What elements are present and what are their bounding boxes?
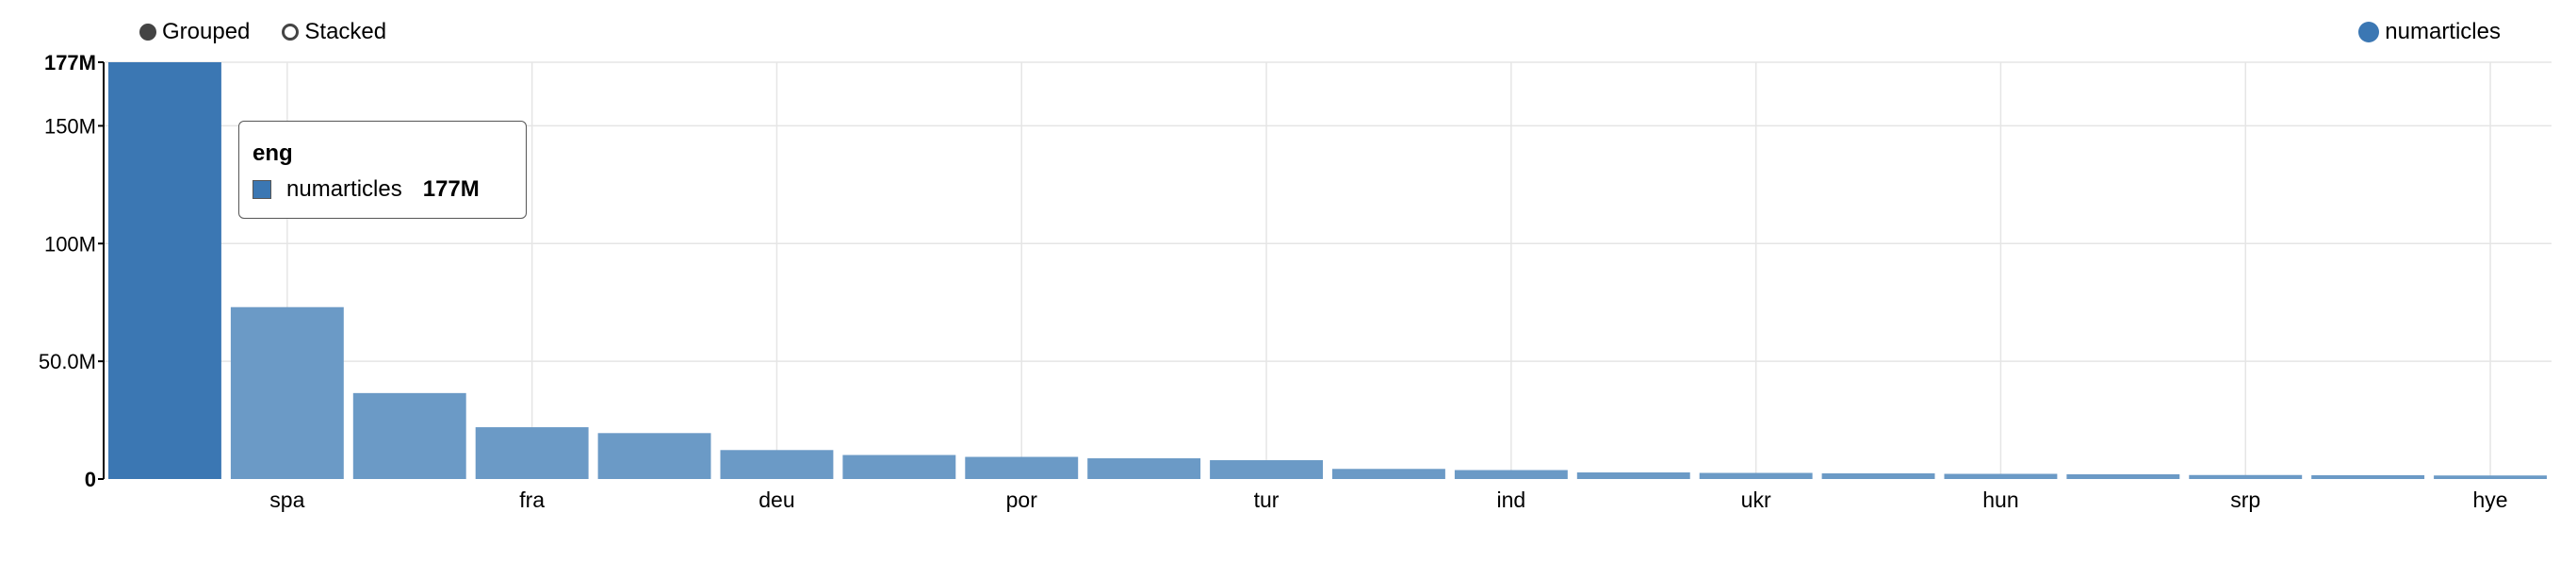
x-tick-label-tur: tur <box>1254 488 1280 512</box>
bar-spa[interactable] <box>230 306 344 479</box>
y-tick-label: 150M <box>44 114 96 138</box>
grouped-radio-icon[interactable] <box>139 24 156 41</box>
tooltip-swatch-icon <box>253 180 271 199</box>
x-axis-ticks: spa fra deu por tur ind ukr hun srp hye <box>269 488 2507 512</box>
bar-ind[interactable] <box>1454 470 1568 479</box>
x-tick-label-spa: spa <box>269 488 304 512</box>
stacked-radio-icon[interactable] <box>282 24 300 41</box>
stacked-option[interactable]: Stacked <box>282 19 386 45</box>
x-tick-label-fra: fra <box>519 488 545 512</box>
bar-srp[interactable] <box>2189 474 2303 479</box>
tooltip-row: numarticles 177M <box>253 176 513 203</box>
grouped-option[interactable]: Grouped <box>139 19 250 45</box>
y-tick-label: 50.0M <box>39 350 96 373</box>
y-tick-label: 100M <box>44 232 96 256</box>
x-tick-label-hun: hun <box>1982 488 2018 512</box>
bar-index-18[interactable] <box>2311 475 2425 479</box>
y-tick-label: 177M <box>44 51 96 74</box>
bar-index-6[interactable] <box>842 455 956 479</box>
bar-deu[interactable] <box>720 450 834 479</box>
x-tick-label-deu: deu <box>758 488 794 512</box>
y-tick-label: 0 <box>85 468 96 491</box>
x-tick-label-srp: srp <box>2230 488 2260 512</box>
tooltip-series: numarticles <box>286 176 402 202</box>
legend-item-numarticles[interactable]: numarticles <box>2358 19 2501 45</box>
y-axis-ticks: 0 50.0M 100M 150M 177M <box>39 51 104 491</box>
bar-index-14[interactable] <box>1821 473 1935 479</box>
bar-hun[interactable] <box>1944 473 2058 479</box>
legend-dot-icon[interactable] <box>2358 22 2380 42</box>
bar-hye[interactable] <box>2434 475 2547 479</box>
x-tick-label-ind: ind <box>1496 488 1525 512</box>
bar-eng[interactable] <box>108 62 221 479</box>
x-tick-label-ukr: ukr <box>1741 488 1771 512</box>
bar-index-16[interactable] <box>2066 474 2180 479</box>
gridlines <box>104 61 2552 479</box>
tooltip-title: eng <box>253 140 293 166</box>
bar-index-2[interactable] <box>352 392 466 479</box>
bars <box>108 62 2547 479</box>
bar-index-8[interactable] <box>1087 458 1201 479</box>
grouped-label: Grouped <box>162 19 251 44</box>
x-tick-label-por: por <box>1006 488 1038 512</box>
stacked-label: Stacked <box>304 19 387 44</box>
bar-por[interactable] <box>965 456 1079 479</box>
bar-tur[interactable] <box>1210 460 1323 479</box>
bar-ukr[interactable] <box>1699 472 1813 479</box>
chart-mode-controls: Grouped Stacked <box>139 19 386 45</box>
bar-index-12[interactable] <box>1576 472 1690 479</box>
bar-fra[interactable] <box>475 427 589 479</box>
bar-index-10[interactable] <box>1332 469 1445 479</box>
legend-label: numarticles <box>2385 19 2501 44</box>
bar-tooltip: eng numarticles 177M <box>238 121 527 219</box>
x-tick-label-hye: hye <box>2473 488 2508 512</box>
tooltip-value: 177M <box>422 176 480 202</box>
bar-index-4[interactable] <box>597 433 711 479</box>
